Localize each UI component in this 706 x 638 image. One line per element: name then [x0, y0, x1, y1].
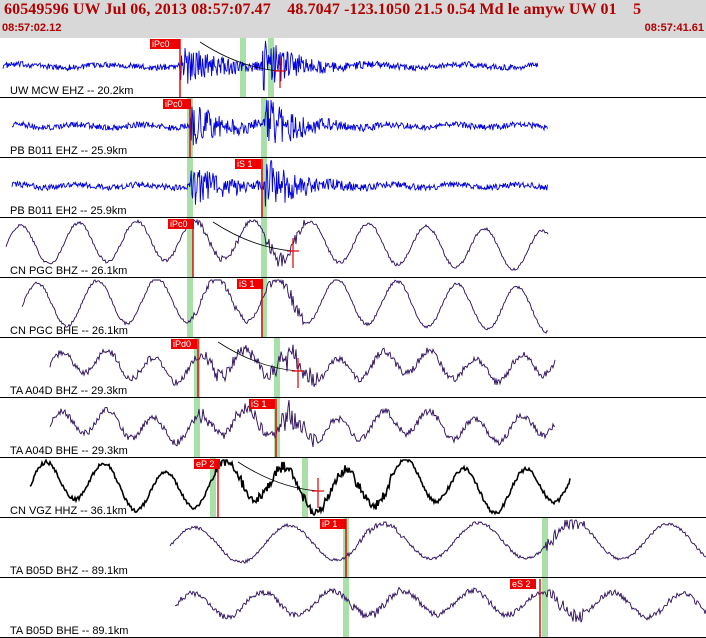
phase-pick-flag[interactable]: iPc0: [163, 99, 191, 109]
s-window-band: [261, 218, 267, 278]
trace-label: CN PGC BHE -- 26.1km: [10, 325, 128, 337]
trace-label: TA A04D BHZ -- 29.3km: [10, 385, 127, 397]
phase-pick-flag[interactable]: iP 1: [320, 519, 346, 529]
phase-pick-label: iPc0: [165, 99, 183, 109]
phase-pick-label: iS 1: [237, 159, 253, 169]
trace-track[interactable]: eP 2 CN VGZ HHZ -- 36.1km: [0, 458, 706, 518]
trace-label: PB B011 EH2 -- 25.9km: [10, 205, 127, 217]
trace-track[interactable]: iPc0 PB B011 EHZ -- 25.9km: [0, 99, 706, 158]
coda-fit-curve: [217, 341, 299, 372]
trace-track[interactable]: iS 1 PB B011 EH2 -- 25.9km: [0, 159, 706, 218]
p-window-band: [194, 338, 200, 398]
trace-label: UW MCW EHZ -- 20.2km: [10, 85, 133, 97]
phase-pick-flag[interactable]: iS 1: [237, 279, 263, 289]
s-window-band: [302, 458, 308, 518]
trace-label: TA B05D BHE -- 89.1km: [10, 625, 128, 637]
phase-pick-label: iPd0: [173, 339, 191, 349]
s-window-band: [274, 398, 280, 458]
waveform-trace: [11, 160, 548, 207]
waveform-trace: [5, 218, 549, 271]
phase-pick-label: iP 1: [322, 519, 337, 529]
phase-pick-flag[interactable]: iPd0: [171, 339, 197, 349]
trace-tracks: iPc0 UW MCW EHZ -- 20.2km iPc0 PB B011 EHZ …: [0, 39, 706, 638]
trace-track[interactable]: iPc0 CN PGC BHZ -- 26.1km: [0, 218, 706, 278]
trace-label: CN VGZ HHZ -- 36.1km: [10, 505, 127, 517]
waveform-trace: [169, 519, 706, 564]
trace-track[interactable]: iP 1 TA B05D BHZ -- 89.1km: [0, 519, 706, 578]
phase-pick-label: eS 2: [512, 579, 531, 589]
waveform-trace: [174, 586, 706, 623]
trace-label: TA B05D BHZ -- 89.1km: [10, 565, 128, 577]
phase-pick-label: eP 2: [196, 459, 214, 469]
phase-pick-flag[interactable]: iS 1: [249, 399, 275, 409]
s-window-band: [542, 578, 548, 638]
coda-fit-curve: [212, 221, 294, 252]
phase-pick-flag[interactable]: iPc0: [150, 39, 180, 49]
p-window-band: [240, 38, 246, 98]
time-end-label: 08:57:41.61: [644, 22, 704, 34]
p-window-band: [187, 218, 193, 278]
waveform-trace: [21, 279, 549, 334]
p-window-band: [343, 578, 349, 638]
trace-track[interactable]: iS 1 CN PGC BHE -- 26.1km: [0, 279, 706, 338]
time-start-label: 08:57:02.12: [2, 22, 62, 34]
p-window-band: [187, 158, 193, 218]
waveform-trace: [2, 40, 539, 91]
s-window-band: [261, 158, 267, 218]
waveform-trace: [49, 344, 556, 387]
phase-pick-flag[interactable]: iPc0: [168, 219, 194, 229]
waveform-trace: [29, 458, 571, 517]
trace-track[interactable]: iPc0 UW MCW EHZ -- 20.2km: [0, 39, 706, 98]
phase-pick-flag[interactable]: eS 2: [510, 579, 536, 589]
phase-pick-label: iPc0: [152, 39, 170, 49]
trace-label: CN PGC BHZ -- 26.1km: [10, 265, 127, 277]
phase-pick-label: iPc0: [170, 219, 188, 229]
event-header: 60549596 UW Jul 06, 2013 08:57:07.47 48.…: [0, 0, 706, 38]
phase-pick-label: iS 1: [239, 279, 255, 289]
trace-label: PB B011 EHZ -- 25.9km: [10, 145, 127, 157]
trace-label: TA A04D BHE -- 29.3km: [10, 445, 128, 457]
event-title: 60549596 UW Jul 06, 2013 08:57:07.47 48.…: [4, 1, 642, 18]
waveform-trace: [11, 99, 548, 146]
coda-fit-curve: [199, 41, 281, 72]
trace-track[interactable]: iPd0 TA A04D BHZ -- 29.3km: [0, 339, 706, 398]
s-window-band: [268, 38, 274, 98]
seismogram-panel[interactable]: iPc0 UW MCW EHZ -- 20.2km iPc0 PB B011 EHZ …: [0, 38, 706, 638]
coda-fit-curve: [237, 461, 319, 492]
p-window-band: [187, 278, 193, 338]
s-window-band: [261, 98, 267, 158]
waveform-trace: [49, 399, 556, 448]
phase-pick-label: iS 1: [251, 399, 267, 409]
s-window-band: [261, 278, 267, 338]
phase-pick-flag[interactable]: eP 2: [194, 459, 220, 469]
trace-track[interactable]: iS 1 TA A04D BHE -- 29.3km: [0, 399, 706, 458]
p-window-band: [194, 398, 200, 458]
trace-track[interactable]: eS 2 TA B05D BHE -- 89.1km: [0, 579, 706, 638]
p-window-band: [210, 458, 216, 518]
phase-pick-flag[interactable]: iS 1: [235, 159, 261, 169]
